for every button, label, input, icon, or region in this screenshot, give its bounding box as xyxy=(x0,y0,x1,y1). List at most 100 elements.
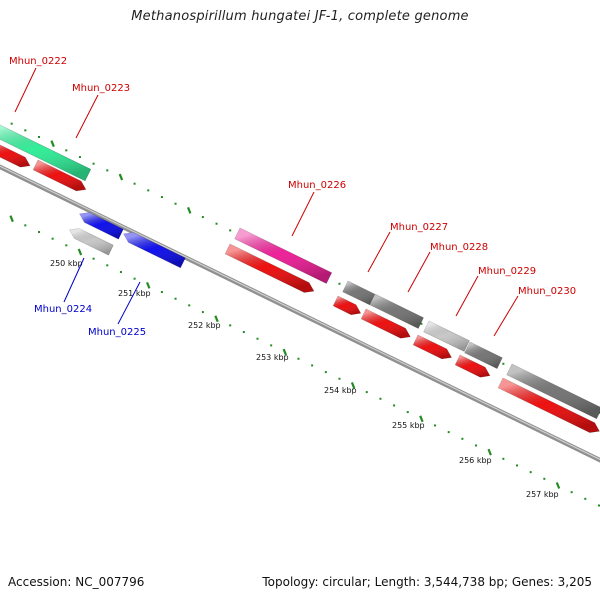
genome-stats-text: Topology: circular; Length: 3,544,738 bp… xyxy=(262,575,592,589)
upper-ruler-minor-tick xyxy=(10,122,13,125)
gene-label-mhun-0223: Mhun_0223 xyxy=(72,83,130,94)
lower-ruler-minor-tick xyxy=(597,504,600,507)
lower-ruler-minor-tick xyxy=(516,464,519,467)
lower-ruler-major-tick xyxy=(214,315,219,323)
upper-ruler-minor-tick xyxy=(92,162,95,165)
gene-label-mhun-0230: Mhun_0230 xyxy=(518,286,576,297)
upper-ruler-minor-tick xyxy=(174,202,177,205)
lower-ruler-major-tick xyxy=(77,248,83,256)
lower-ruler-minor-tick xyxy=(434,424,437,427)
upper-ruler-minor-tick xyxy=(24,129,27,132)
cds-arrow-mhun-0228-shade xyxy=(361,309,411,339)
cds-arrow-mhun-0227-shade xyxy=(333,296,361,315)
gene-bar-mhun-0224-shade xyxy=(69,228,114,256)
gene-label-mhun-0222: Mhun_0222 xyxy=(9,56,67,67)
gene-label-mhun-0228: Mhun_0228 xyxy=(430,242,488,253)
lower-ruler-minor-tick xyxy=(24,224,27,227)
lower-ruler-major-tick xyxy=(350,382,356,389)
upper-ruler-minor-tick xyxy=(147,189,150,192)
upper-ruler-major-tick xyxy=(50,140,55,148)
lower-ruler-minor-tick xyxy=(543,477,546,480)
gene-label-mhun-0225: Mhun_0225 xyxy=(88,327,146,338)
upper-ruler-minor-tick xyxy=(106,169,109,172)
cds-arrow-mhun-0230-shade xyxy=(498,378,600,433)
kbp-label: 250 kbp xyxy=(50,259,83,268)
lower-ruler-major-tick xyxy=(146,281,151,289)
gene-bar-mhun-0225a-shade xyxy=(79,212,124,240)
gene-bar-mhun-0227-shade xyxy=(342,281,375,305)
lower-ruler-minor-tick xyxy=(188,304,191,307)
upper-ruler-major-tick xyxy=(118,173,124,181)
lower-ruler-minor-tick xyxy=(475,444,478,447)
lower-ruler-minor-tick xyxy=(502,457,505,460)
gene-bar-mhun-0229b-shade xyxy=(464,342,503,369)
lower-ruler-minor-tick xyxy=(229,324,232,327)
lower-ruler-minor-tick xyxy=(133,277,136,280)
upper-ruler-major-tick xyxy=(186,206,192,214)
upper-ruler-minor-tick xyxy=(420,322,423,325)
lower-ruler-minor-tick xyxy=(160,291,163,294)
lower-ruler-minor-tick xyxy=(119,271,122,274)
lower-ruler-minor-tick xyxy=(338,377,341,380)
accession-text: Accession: NC_007796 xyxy=(8,575,145,589)
lower-ruler-major-tick xyxy=(419,415,424,423)
gene-label-mhun-0224: Mhun_0224 xyxy=(34,304,92,315)
lower-ruler-minor-tick xyxy=(311,364,314,367)
upper-ruler-minor-tick xyxy=(229,229,232,232)
lower-ruler-minor-tick xyxy=(270,344,273,347)
lower-ruler-minor-tick xyxy=(242,331,245,334)
cds-arrow-mhun-0226-shade xyxy=(225,244,314,293)
lower-ruler-minor-tick xyxy=(406,411,409,414)
lower-ruler-minor-tick xyxy=(584,497,587,500)
cds-arrow-mhun-0229b-shade xyxy=(455,355,490,378)
lower-ruler-minor-tick xyxy=(65,244,68,247)
leader-line-mhun-0225 xyxy=(117,281,141,325)
lower-ruler-minor-tick xyxy=(393,404,396,407)
kbp-label: 254 kbp xyxy=(324,386,357,395)
gene-label-mhun-0227: Mhun_0227 xyxy=(390,222,448,233)
lower-ruler-minor-tick xyxy=(201,311,204,314)
genome-backbone xyxy=(0,164,600,463)
lower-ruler-minor-tick xyxy=(447,431,450,434)
lower-ruler-minor-tick xyxy=(379,397,382,400)
gene-bar-mhun-0228-shade xyxy=(369,294,424,329)
upper-ruler-minor-tick xyxy=(65,149,68,152)
leader-line-mhun-0226 xyxy=(291,191,315,237)
map-title: Methanospirillum hungatei JF-1, complete… xyxy=(131,9,469,24)
lower-ruler-minor-tick xyxy=(92,257,95,260)
lower-ruler-minor-tick xyxy=(461,437,464,440)
upper-ruler-minor-tick xyxy=(201,216,204,219)
upper-ruler-minor-tick xyxy=(37,136,40,139)
upper-ruler-minor-tick xyxy=(160,196,163,199)
kbp-label: 252 kbp xyxy=(188,321,221,330)
leader-line-mhun-0229 xyxy=(455,275,479,317)
upper-ruler-minor-tick xyxy=(78,156,81,159)
lower-ruler-minor-tick xyxy=(256,337,259,340)
gene-label-mhun-0226: Mhun_0226 xyxy=(288,180,346,191)
lower-ruler-major-tick xyxy=(9,215,14,223)
lower-ruler-minor-tick xyxy=(324,371,327,374)
lower-ruler-minor-tick xyxy=(174,297,177,300)
kbp-label: 253 kbp xyxy=(256,353,289,362)
lower-ruler-major-tick xyxy=(487,448,492,456)
gene-bar-mhun-0226-shade xyxy=(234,228,332,284)
leader-line-mhun-0228 xyxy=(407,251,431,293)
lower-ruler-minor-tick xyxy=(529,471,532,474)
leader-line-mhun-0230 xyxy=(493,295,519,337)
upper-ruler-minor-tick xyxy=(215,222,218,225)
kbp-label: 255 kbp xyxy=(392,421,425,430)
upper-ruler-minor-tick xyxy=(133,182,136,185)
leader-line-mhun-0223 xyxy=(75,94,99,139)
lower-ruler-minor-tick xyxy=(297,357,300,360)
leader-line-mhun-0224 xyxy=(63,257,85,303)
cds-arrow-mhun-0229-shade xyxy=(413,335,452,359)
lower-ruler-major-tick xyxy=(282,348,288,356)
gene-bar-mhun-0230-shade xyxy=(506,364,600,419)
lower-ruler-minor-tick xyxy=(365,391,368,394)
kbp-label: 256 kbp xyxy=(459,456,492,465)
leader-line-mhun-0222 xyxy=(14,67,37,113)
gene-bar-mhun-0229-shade xyxy=(423,321,470,352)
gene-bar-mhun-0225-shade xyxy=(123,232,186,268)
